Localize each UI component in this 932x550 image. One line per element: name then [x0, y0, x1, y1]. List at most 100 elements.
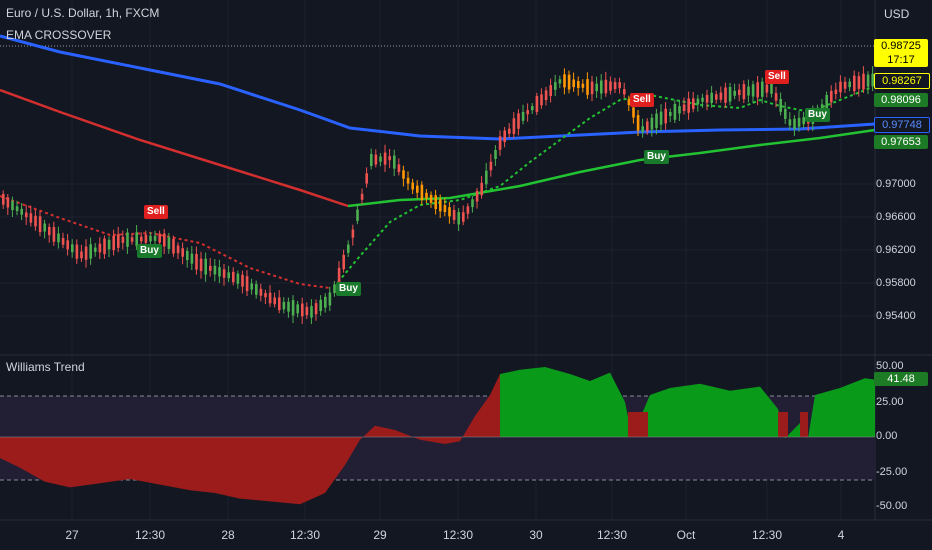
time-axis-label: 12:30: [134, 528, 166, 542]
candle-body: [724, 87, 727, 103]
candle-body: [682, 104, 686, 112]
candle-body: [429, 194, 433, 203]
candle-body: [301, 303, 304, 317]
candle-body: [738, 89, 741, 96]
candle-body: [494, 150, 497, 159]
candle-body: [820, 104, 824, 109]
candle-body: [508, 128, 511, 134]
signal-label: Sell: [765, 70, 789, 84]
candle-body: [282, 301, 286, 310]
candle-body: [383, 152, 387, 165]
price-tag-green-1: 0.98096: [874, 93, 928, 107]
oscillator-axis-label: -25.00: [876, 466, 908, 478]
candle-body: [236, 273, 240, 284]
candle-body: [696, 98, 700, 105]
candle-body: [241, 274, 244, 287]
candle-body: [471, 199, 474, 208]
candle-body: [646, 121, 649, 132]
candle-body: [250, 283, 253, 290]
candle-body: [66, 240, 69, 250]
candle-body: [830, 90, 833, 103]
candle-body: [623, 89, 626, 95]
candle-body: [554, 82, 557, 90]
candle-body: [517, 113, 520, 129]
candle-body: [347, 244, 350, 253]
candle-body: [425, 192, 428, 199]
candle-body: [259, 288, 263, 296]
candle-body: [71, 244, 74, 253]
last-price: 0.98725: [881, 40, 921, 52]
candle-body: [742, 84, 746, 100]
signal-label: Buy: [805, 108, 830, 122]
candle-body: [89, 244, 92, 259]
candle-body: [218, 267, 221, 277]
candle-body: [664, 108, 667, 124]
price-axis-label: 0.95800: [876, 277, 916, 289]
candle-body: [765, 84, 769, 93]
candle-body: [673, 103, 677, 120]
oscillator-title[interactable]: Williams Trend: [6, 360, 85, 374]
candle-body: [485, 170, 488, 185]
candle-body: [853, 75, 856, 92]
ema-fast-line: [0, 34, 876, 141]
indicator-title[interactable]: EMA CROSSOVER: [6, 28, 112, 42]
candle-body: [439, 199, 442, 212]
candle-body: [167, 237, 171, 249]
candle-body: [379, 156, 382, 162]
candle-body: [117, 234, 120, 248]
candle-body: [370, 154, 373, 166]
oscillator-bear-segment: [778, 412, 788, 437]
candle-body: [577, 81, 580, 89]
candle-body: [498, 136, 502, 150]
candle-body: [512, 118, 516, 135]
candle-body: [503, 130, 506, 143]
candle-body: [287, 301, 290, 312]
time-axis-label: 30: [529, 528, 543, 542]
candle-body: [121, 236, 125, 243]
signal-label: Buy: [336, 282, 361, 296]
candle-body: [839, 81, 842, 93]
candle-body: [802, 117, 805, 125]
candle-body: [420, 184, 424, 201]
candle-body: [195, 253, 198, 270]
candle-body: [57, 233, 60, 243]
candle-body: [314, 303, 318, 315]
candle-body: [678, 106, 681, 114]
candle-body: [604, 79, 608, 94]
candle-body: [866, 74, 870, 87]
trail-stop-green: [337, 87, 871, 283]
candle-body: [784, 108, 787, 119]
candle-body: [374, 154, 378, 165]
candle-body: [103, 238, 106, 255]
symbol-title[interactable]: Euro / U.S. Dollar, 1h, FXCM: [6, 6, 160, 20]
candle-body: [264, 292, 267, 298]
candle-body: [48, 226, 51, 236]
time-axis-label: 29: [373, 528, 387, 542]
candle-body: [397, 164, 401, 173]
candle-body: [140, 236, 143, 242]
candle-body: [176, 245, 180, 254]
candle-body: [655, 113, 658, 129]
candle-body: [848, 81, 851, 88]
candle-body: [291, 300, 295, 316]
candle-body: [29, 213, 33, 223]
candle-body: [540, 94, 543, 106]
candle-body: [434, 195, 437, 209]
oscillator-bear-area: [0, 374, 500, 505]
candle-body: [43, 223, 46, 232]
candle-body: [278, 297, 281, 311]
candle-body: [466, 206, 470, 214]
candle-body: [659, 111, 663, 125]
candle-body: [521, 112, 525, 121]
candle-body: [489, 161, 493, 171]
candle-body: [563, 74, 566, 88]
candle-body: [227, 272, 230, 279]
time-axis-label: 12:30: [289, 528, 321, 542]
candle-body: [135, 232, 138, 247]
candle-body: [98, 243, 102, 253]
candle-body: [751, 84, 755, 97]
candle-body: [209, 265, 212, 271]
candle-body: [747, 86, 750, 96]
